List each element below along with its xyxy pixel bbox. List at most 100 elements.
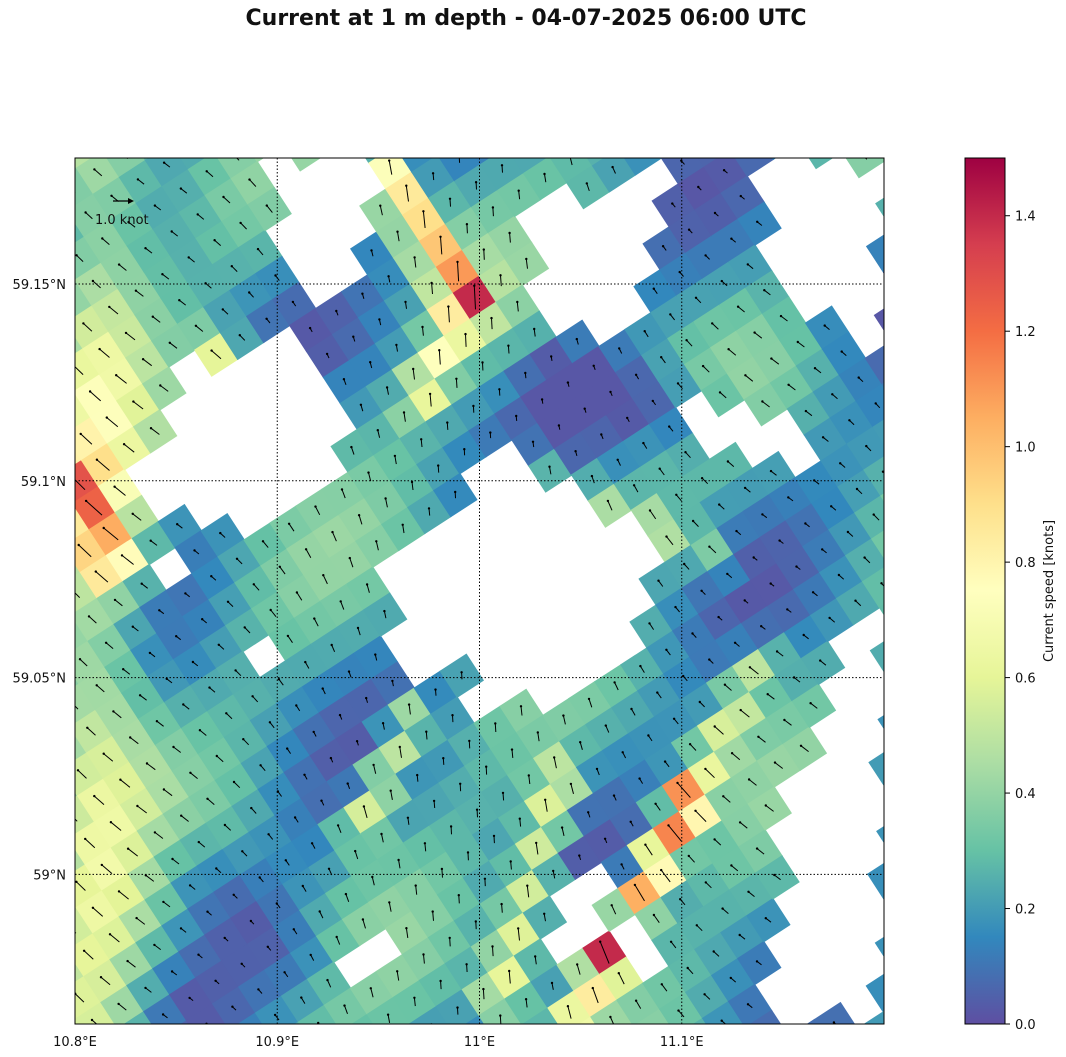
current-arrow xyxy=(776,651,784,657)
current-arrowhead xyxy=(578,114,580,116)
current-arrowhead xyxy=(755,960,759,963)
current-arrowhead xyxy=(849,1047,851,1049)
speed-cell xyxy=(875,197,884,218)
speed-cell xyxy=(211,986,257,1024)
current-arrowhead xyxy=(188,884,192,887)
current-arrowhead xyxy=(895,832,897,834)
current-arrow xyxy=(611,905,617,915)
speed-cell xyxy=(75,683,97,725)
current-arrowhead xyxy=(713,725,716,728)
current-arrow xyxy=(315,506,321,516)
current-arrowhead xyxy=(700,589,703,592)
speed-cell xyxy=(75,305,110,350)
current-arrowhead xyxy=(891,428,893,430)
current-arrowhead xyxy=(43,830,45,832)
current-arrowhead xyxy=(317,1021,320,1024)
current-arrowhead xyxy=(855,487,859,491)
current-arrow xyxy=(466,224,468,234)
current-arrowhead xyxy=(197,840,200,844)
current-arrowhead xyxy=(387,275,390,278)
current-arrowhead xyxy=(621,751,624,754)
current-arrowhead xyxy=(660,983,663,986)
current-arrowhead xyxy=(41,314,43,316)
current-arrow xyxy=(635,1000,642,1009)
current-arrow xyxy=(344,1005,348,1014)
current-arrowhead xyxy=(611,165,614,169)
current-arrow xyxy=(559,1051,561,1057)
colorbar-tick-label: 0.4 xyxy=(1015,787,1036,802)
current-arrowhead xyxy=(34,133,36,135)
current-arrowhead xyxy=(663,760,667,763)
current-arrowhead xyxy=(336,824,340,827)
current-arrowhead xyxy=(464,332,467,336)
current-arrowhead xyxy=(764,804,767,807)
current-arrowhead xyxy=(901,385,903,387)
current-arrowhead xyxy=(465,963,468,966)
current-arrow xyxy=(634,884,645,902)
current-arrow xyxy=(763,289,771,296)
current-arrow xyxy=(236,558,243,565)
current-arrow xyxy=(152,316,161,323)
speed-cell xyxy=(888,547,933,592)
current-arrowhead xyxy=(729,976,732,980)
current-arrowhead xyxy=(566,1005,570,1008)
current-arrowhead xyxy=(612,794,616,797)
current-arrowhead xyxy=(671,202,674,205)
speed-cell xyxy=(869,641,884,673)
current-arrow xyxy=(801,119,807,123)
current-arrowhead xyxy=(273,1013,277,1017)
current-arrow xyxy=(633,485,639,493)
current-arrowhead xyxy=(362,805,366,808)
current-arrowhead xyxy=(241,850,244,853)
current-arrow xyxy=(569,158,573,166)
current-arrowhead xyxy=(743,486,747,490)
speed-cell xyxy=(358,1039,403,1057)
current-arrow xyxy=(808,1040,812,1043)
current-arrow xyxy=(122,668,131,675)
current-arrow xyxy=(579,742,583,750)
speed-cell xyxy=(882,158,884,161)
current-arrowhead xyxy=(854,599,857,602)
current-arrow xyxy=(236,158,240,161)
current-arrow xyxy=(402,524,405,534)
current-arrowhead xyxy=(700,477,704,480)
current-arrow xyxy=(900,497,905,504)
current-arrowhead xyxy=(648,509,652,512)
current-arrowhead xyxy=(558,1050,560,1052)
current-arrowhead xyxy=(82,949,86,952)
current-arrowhead xyxy=(239,221,242,225)
current-arrow xyxy=(77,769,87,779)
current-arrow xyxy=(422,211,426,228)
current-arrowhead xyxy=(98,347,101,351)
current-arrow xyxy=(35,247,39,252)
current-arrowhead xyxy=(108,933,112,936)
current-arrow xyxy=(252,695,259,703)
current-arrow xyxy=(518,190,521,200)
current-arrow xyxy=(666,536,674,546)
current-arrow xyxy=(114,599,123,607)
current-arrowhead xyxy=(560,826,564,829)
current-arrowhead xyxy=(499,274,502,277)
current-arrowhead xyxy=(230,265,233,268)
current-arrow xyxy=(405,185,409,202)
current-arrowhead xyxy=(112,710,115,713)
current-arrow xyxy=(341,489,346,499)
current-arrow xyxy=(762,401,770,408)
current-arrow xyxy=(412,368,415,380)
current-arrowhead xyxy=(769,582,772,585)
current-arrow xyxy=(405,928,409,938)
current-arrow xyxy=(388,160,393,175)
plot-area xyxy=(32,96,933,1057)
current-arrowhead xyxy=(67,924,69,926)
current-arrow xyxy=(554,132,555,139)
current-arrow xyxy=(428,508,431,516)
current-arrowhead xyxy=(205,170,208,173)
current-arrowhead xyxy=(32,357,34,359)
current-arrow xyxy=(39,538,45,546)
current-arrowhead xyxy=(465,223,469,226)
current-arrowhead xyxy=(698,700,701,704)
current-arrowhead xyxy=(703,993,706,996)
current-arrow xyxy=(921,301,923,305)
current-arrow xyxy=(139,694,147,701)
speed-cell xyxy=(558,96,603,141)
